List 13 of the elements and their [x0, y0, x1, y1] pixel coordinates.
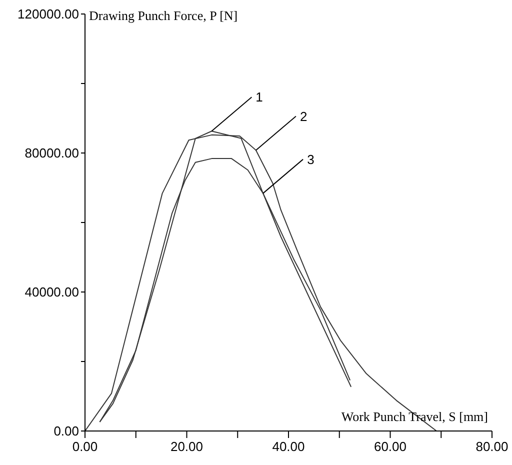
- annotation: 2: [300, 108, 308, 124]
- annotation: 1: [256, 90, 263, 105]
- y-tick-label: 80000.00: [24, 146, 79, 161]
- y-tick-label: 120000.00: [18, 6, 79, 22]
- x-tick-label: 60.00: [374, 439, 407, 454]
- y-axis-title: Drawing Punch Force, P [N]: [89, 8, 238, 24]
- annotation: 3: [307, 152, 314, 167]
- y-tick-label: 40000.00: [24, 284, 79, 300]
- x-tick-label: 80.00: [476, 439, 508, 454]
- y-tick-label: 0.00: [54, 424, 79, 439]
- x-tick-label: 40.00: [272, 439, 305, 454]
- x-tick-label: 0.00: [72, 439, 98, 454]
- x-tick-label: 20.00: [170, 439, 204, 454]
